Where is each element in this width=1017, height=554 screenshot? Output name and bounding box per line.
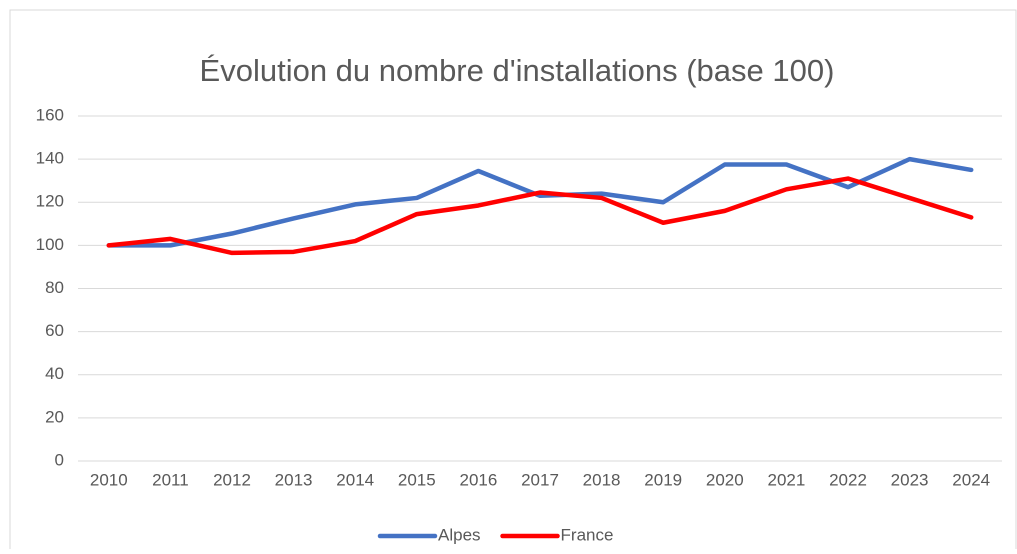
x-tick-label: 2023	[891, 470, 929, 489]
x-tick-label: 2012	[213, 470, 251, 489]
x-tick-label: 2019	[644, 470, 682, 489]
y-tick-label: 40	[45, 364, 64, 383]
chart-border	[9, 9, 1017, 554]
y-tick-label: 20	[45, 407, 64, 426]
x-tick-label: 2013	[275, 470, 313, 489]
legend-label: Alpes	[438, 525, 481, 544]
y-tick-label: 140	[36, 149, 64, 168]
legend-label: France	[561, 525, 614, 544]
y-tick-label: 60	[45, 321, 64, 340]
x-tick-label: 2015	[398, 470, 436, 489]
y-tick-label: 160	[36, 105, 64, 124]
x-tick-label: 2017	[521, 470, 559, 489]
x-tick-label: 2021	[767, 470, 805, 489]
x-tick-label: 2020	[706, 470, 744, 489]
x-tick-label: 2024	[952, 470, 990, 489]
y-tick-label: 100	[36, 235, 64, 254]
chart-title: Évolution du nombre d'installations (bas…	[200, 53, 835, 88]
y-tick-label: 120	[36, 192, 64, 211]
x-tick-label: 2014	[336, 470, 374, 489]
x-tick-label: 2010	[90, 470, 128, 489]
x-tick-label: 2011	[152, 470, 189, 489]
y-tick-label: 0	[55, 450, 64, 469]
y-tick-label: 80	[45, 278, 64, 297]
line-series	[106, 176, 974, 256]
x-tick-label: 2016	[459, 470, 497, 489]
x-tick-label: 2022	[829, 470, 867, 489]
line-series	[106, 156, 974, 248]
x-tick-label: 2018	[583, 470, 621, 489]
